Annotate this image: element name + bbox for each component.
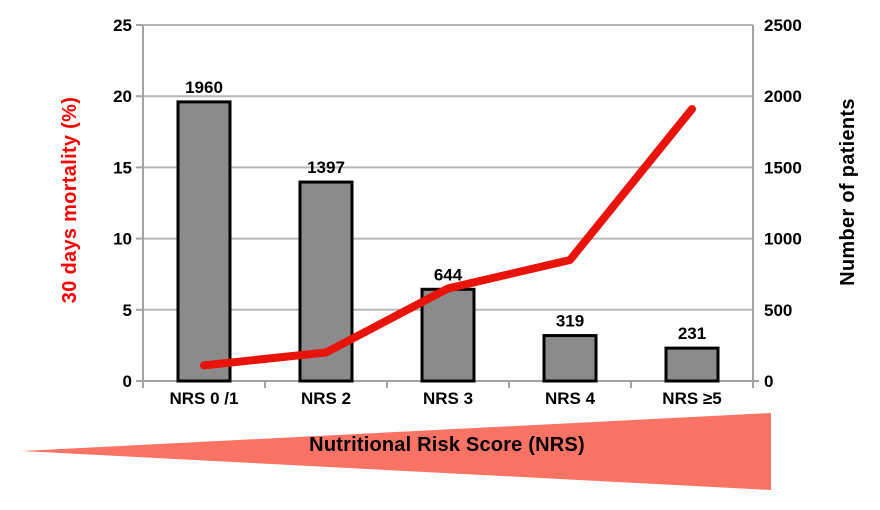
- x-category-label: NRS 0 /1: [170, 389, 239, 408]
- x-category-label: NRS 3: [423, 389, 473, 408]
- right-axis-tick-label: 500: [764, 301, 792, 320]
- bar: [176, 100, 232, 383]
- x-category-label: NRS ≥5: [662, 389, 721, 408]
- left-axis-tick-label: 5: [123, 301, 132, 320]
- left-axis-title: 30 days mortality (%): [59, 96, 81, 304]
- mortality-line: [200, 105, 696, 370]
- bar-value-label: 319: [556, 312, 584, 331]
- nrs-wedge-label: Nutritional Risk Score (NRS): [309, 434, 585, 456]
- right-axis-title: Number of patients: [837, 98, 859, 286]
- right-axis-tick-label: 2500: [764, 16, 802, 35]
- left-axis-tick-label: 25: [113, 16, 132, 35]
- left-axis-tick-label: 0: [123, 372, 132, 391]
- bar: [420, 287, 476, 383]
- right-axis-tick-label: 1000: [764, 230, 802, 249]
- bar-value-label: 1397: [307, 158, 345, 177]
- right-axis-tick-label: 2000: [764, 87, 802, 106]
- bar-value-label: 1960: [185, 78, 223, 97]
- left-axis-tick-label: 20: [113, 87, 132, 106]
- bar: [664, 346, 720, 383]
- x-category-label: NRS 2: [301, 389, 351, 408]
- right-axis-tick-label: 0: [764, 372, 773, 391]
- bar-value-label: 231: [678, 324, 706, 343]
- bar: [542, 334, 598, 383]
- left-axis-tick-label: 10: [113, 230, 132, 249]
- right-axis-tick-label: 1500: [764, 158, 802, 177]
- left-axis-tick-label: 15: [113, 158, 132, 177]
- risk-wedge: [22, 413, 771, 490]
- x-category-label: NRS 4: [545, 389, 596, 408]
- bar-value-label: 644: [434, 265, 463, 284]
